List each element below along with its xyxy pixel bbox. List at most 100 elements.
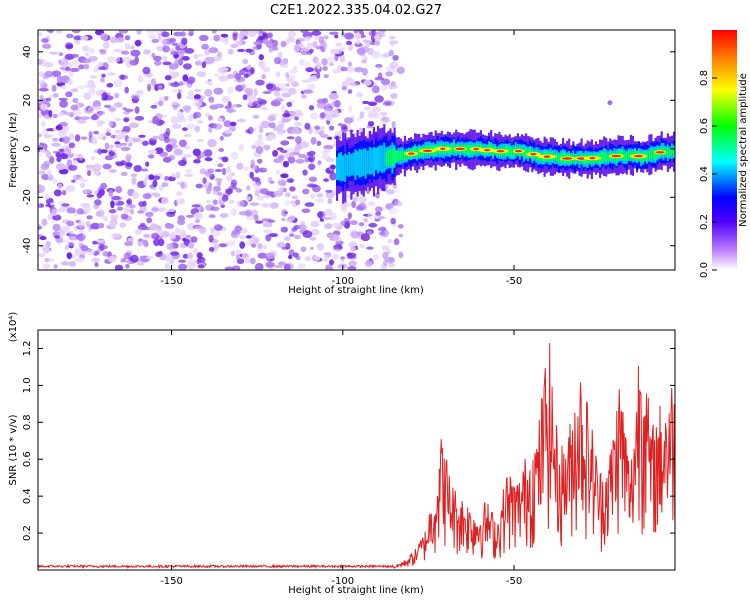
noise-speck: [171, 231, 176, 240]
noise-speck: [224, 266, 235, 270]
noise-speck: [66, 159, 73, 167]
noise-speck: [68, 152, 74, 159]
noise-speck: [204, 88, 213, 97]
noise-speck: [170, 251, 180, 256]
noise-speck: [371, 50, 381, 59]
noise-speck: [232, 33, 238, 41]
noise-speck: [226, 74, 237, 79]
signal-band-segment: [508, 146, 511, 156]
noise-speck: [67, 78, 74, 86]
noise-speck: [269, 202, 279, 209]
colorbar: 0.0 0.2 0.4 0.6 0.8 Normalized spectral ampl…: [699, 30, 749, 278]
noise-speck: [294, 116, 299, 121]
noise-speck: [151, 38, 159, 44]
noise-speck: [398, 251, 404, 258]
noise-speck: [221, 167, 227, 176]
noise-speck: [363, 79, 372, 86]
noise-speck: [284, 200, 291, 206]
noise-speck: [164, 96, 169, 101]
noise-speck: [213, 56, 222, 62]
noise-speck: [348, 105, 353, 113]
y-tick-label: 0: [22, 146, 33, 152]
noise-speck: [304, 156, 311, 163]
noise-speck: [310, 112, 319, 120]
noise-speck: [213, 185, 221, 192]
noise-speck: [274, 98, 284, 102]
noise-speck: [229, 121, 237, 127]
noise-speck: [189, 262, 198, 267]
noise-speck: [115, 56, 121, 63]
noise-speck: [111, 195, 121, 201]
noise-speck: [390, 69, 398, 74]
noise-speck: [38, 203, 41, 208]
noise-speck: [181, 56, 190, 61]
noise-speck: [68, 261, 77, 267]
noise-speck: [321, 216, 326, 220]
noise-speck: [276, 82, 287, 89]
noise-speck: [252, 164, 258, 171]
y-tick-label: 1.0: [22, 377, 33, 393]
signal-peak-core: [611, 154, 622, 158]
noise-speck: [325, 103, 331, 112]
noise-speck: [368, 30, 377, 37]
noise-speck: [208, 214, 216, 219]
signal-peak-core: [439, 147, 446, 150]
noise-speck: [88, 48, 95, 54]
signal-band-segment: [354, 149, 357, 180]
noise-speck: [334, 99, 341, 108]
noise-speck: [253, 88, 258, 97]
noise-speck: [185, 168, 193, 174]
isolated-speck: [607, 100, 613, 106]
noise-speck: [94, 105, 102, 111]
noise-speck: [280, 140, 290, 146]
noise-speck: [281, 209, 288, 217]
figure-title: C2E1.2022.335.04.02.G27: [270, 3, 442, 18]
noise-speck: [152, 179, 158, 188]
noise-speck: [226, 166, 232, 174]
spectrogram-ticks: -150 -100 -50 -40 -20 0 20 40: [22, 30, 675, 287]
noise-speck: [372, 253, 379, 261]
noise-speck: [209, 56, 215, 64]
noise-speck: [83, 92, 91, 100]
noise-speck: [152, 55, 162, 62]
noise-speck: [230, 172, 236, 177]
noise-speck: [214, 177, 223, 182]
noise-speck: [214, 168, 222, 173]
noise-speck: [161, 197, 169, 205]
noise-speck: [257, 158, 263, 164]
noise-speck: [262, 221, 273, 228]
noise-speck: [114, 141, 121, 145]
noise-speck: [352, 196, 358, 203]
noise-speck: [182, 153, 193, 158]
noise-speck: [80, 245, 89, 252]
noise-speck: [206, 199, 212, 204]
noise-speck: [381, 85, 388, 91]
noise-speck: [199, 168, 206, 175]
noise-speck: [114, 264, 124, 270]
noise-speck: [114, 134, 123, 141]
noise-speck: [177, 116, 187, 124]
noise-speck: [77, 86, 86, 89]
noise-speck: [187, 90, 195, 97]
noise-speck: [225, 240, 236, 247]
noise-speck: [249, 171, 254, 179]
signal-band-segment: [368, 147, 371, 175]
noise-speck: [315, 45, 325, 50]
signal-band-segment: [467, 145, 470, 155]
noise-speck: [175, 45, 181, 51]
noise-speck: [258, 133, 263, 141]
noise-speck: [68, 142, 76, 149]
noise-speck: [221, 194, 229, 202]
noise-speck: [167, 208, 176, 213]
noise-speck: [197, 120, 204, 124]
noise-speck: [265, 234, 272, 242]
noise-speck: [266, 253, 276, 259]
noise-speck: [398, 233, 404, 238]
signal-band-segment: [603, 151, 606, 161]
noise-speck: [93, 204, 100, 210]
noise-speck: [164, 136, 170, 144]
noise-speck: [38, 32, 43, 37]
noise-speck: [138, 75, 144, 83]
y-tick-label: -20: [22, 189, 33, 205]
noise-speck: [196, 252, 203, 259]
